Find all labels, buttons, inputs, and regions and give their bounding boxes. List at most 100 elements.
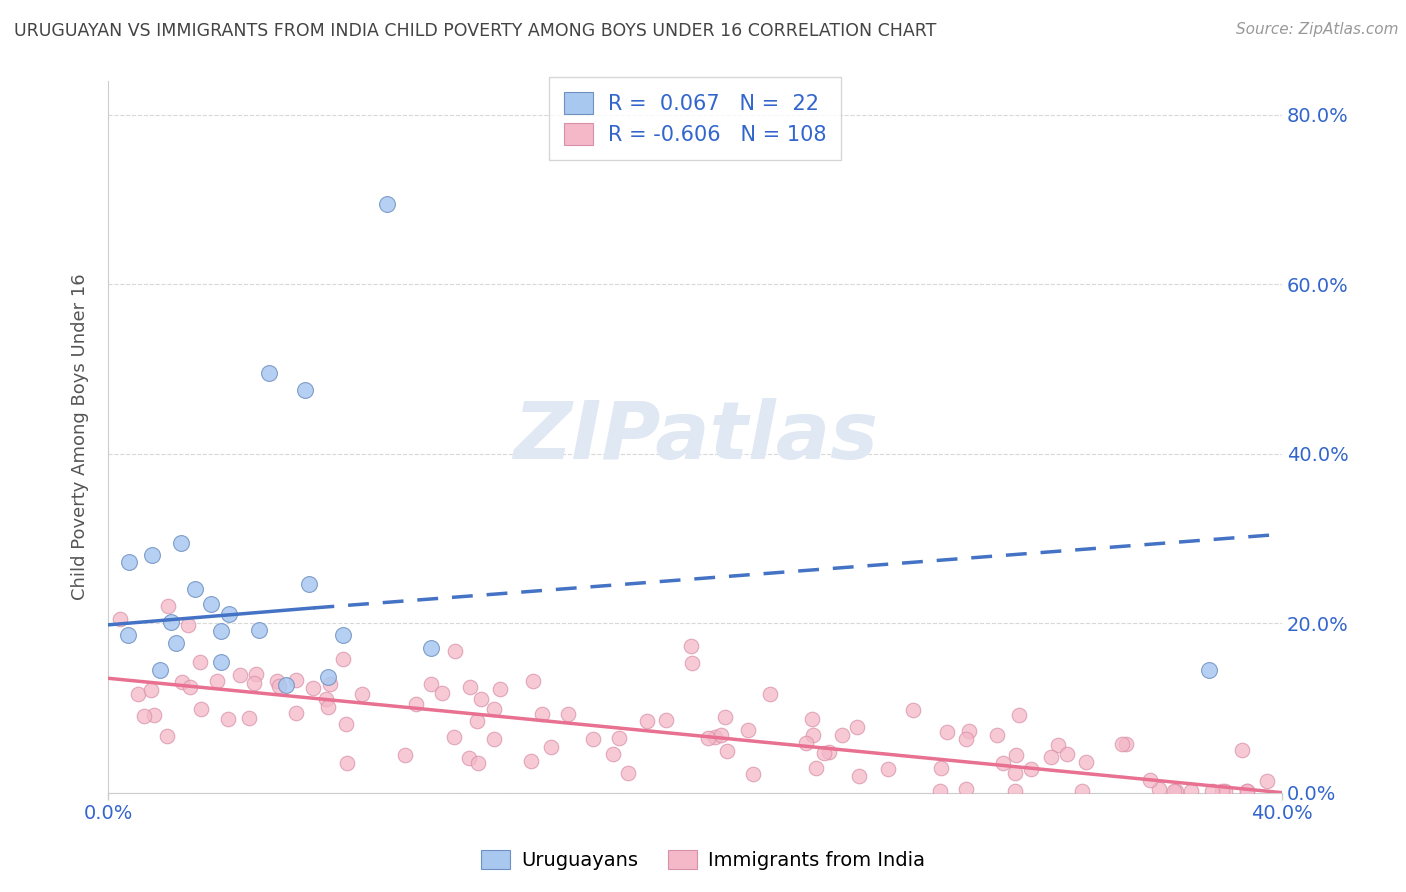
Text: ZIPatlas: ZIPatlas — [513, 398, 877, 475]
Point — [394, 748, 416, 763]
Point — [165, 636, 187, 650]
Point — [617, 766, 640, 780]
Point — [267, 680, 290, 694]
Point — [1004, 784, 1026, 798]
Point — [489, 682, 512, 697]
Y-axis label: Child Poverty Among Boys Under 16: Child Poverty Among Boys Under 16 — [72, 274, 89, 600]
Point — [1111, 737, 1133, 751]
Point — [190, 702, 212, 716]
Point — [1201, 784, 1223, 798]
Point — [654, 714, 676, 728]
Point — [929, 761, 952, 775]
Point — [1040, 750, 1063, 764]
Point — [636, 714, 658, 729]
Point — [602, 747, 624, 761]
Point — [156, 729, 179, 743]
Point — [405, 698, 427, 712]
Point — [316, 670, 339, 684]
Point — [160, 615, 183, 630]
Point — [482, 732, 505, 747]
Point — [713, 710, 735, 724]
Point — [444, 643, 467, 657]
Point — [703, 730, 725, 744]
Point — [540, 739, 562, 754]
Point — [1230, 742, 1253, 756]
Legend: R =  0.067   N =  22, R = -0.606   N = 108: R = 0.067 N = 22, R = -0.606 N = 108 — [550, 77, 841, 160]
Point — [697, 731, 720, 745]
Point — [316, 699, 339, 714]
Point — [716, 744, 738, 758]
Point — [294, 383, 316, 397]
Point — [118, 555, 141, 569]
Point — [1008, 708, 1031, 723]
Point — [209, 655, 232, 669]
Point — [190, 655, 212, 669]
Point — [285, 706, 308, 721]
Point — [1256, 774, 1278, 789]
Point — [242, 676, 264, 690]
Point — [903, 703, 925, 717]
Point — [419, 640, 441, 655]
Point — [1213, 784, 1236, 798]
Point — [375, 196, 398, 211]
Point — [157, 599, 180, 614]
Point — [458, 751, 481, 765]
Point — [955, 781, 977, 796]
Point — [848, 769, 870, 783]
Point — [285, 673, 308, 687]
Point — [1005, 748, 1028, 763]
Point — [335, 717, 357, 731]
Point — [470, 691, 492, 706]
Point — [458, 680, 481, 694]
Point — [302, 681, 325, 695]
Point — [184, 582, 207, 596]
Point — [1004, 766, 1026, 780]
Point — [955, 731, 977, 746]
Point — [737, 723, 759, 737]
Point — [467, 756, 489, 771]
Point — [1019, 762, 1042, 776]
Point — [813, 746, 835, 760]
Point — [522, 674, 544, 689]
Point — [319, 677, 342, 691]
Point — [218, 607, 240, 622]
Point — [238, 711, 260, 725]
Point — [274, 678, 297, 692]
Point — [482, 702, 505, 716]
Point — [1198, 663, 1220, 677]
Point — [177, 617, 200, 632]
Text: Source: ZipAtlas.com: Source: ZipAtlas.com — [1236, 22, 1399, 37]
Point — [149, 664, 172, 678]
Point — [582, 731, 605, 746]
Point — [419, 677, 441, 691]
Point — [170, 675, 193, 690]
Point — [209, 624, 232, 638]
Point — [332, 651, 354, 665]
Point — [117, 628, 139, 642]
Point — [110, 612, 132, 626]
Point — [1236, 784, 1258, 798]
Point — [266, 674, 288, 689]
Point — [1115, 737, 1137, 751]
Point — [141, 549, 163, 563]
Point — [804, 761, 827, 775]
Point — [465, 714, 488, 729]
Point — [179, 680, 201, 694]
Point — [1047, 738, 1070, 752]
Point — [758, 688, 780, 702]
Point — [336, 756, 359, 770]
Point — [1180, 784, 1202, 798]
Point — [217, 712, 239, 726]
Point — [350, 687, 373, 701]
Point — [259, 366, 281, 380]
Point — [1149, 781, 1171, 796]
Point — [986, 728, 1008, 742]
Point — [200, 597, 222, 611]
Point — [928, 784, 950, 798]
Point — [1076, 755, 1098, 769]
Point — [877, 762, 900, 776]
Point — [991, 756, 1014, 770]
Point — [229, 668, 252, 682]
Point — [132, 709, 155, 723]
Point — [936, 724, 959, 739]
